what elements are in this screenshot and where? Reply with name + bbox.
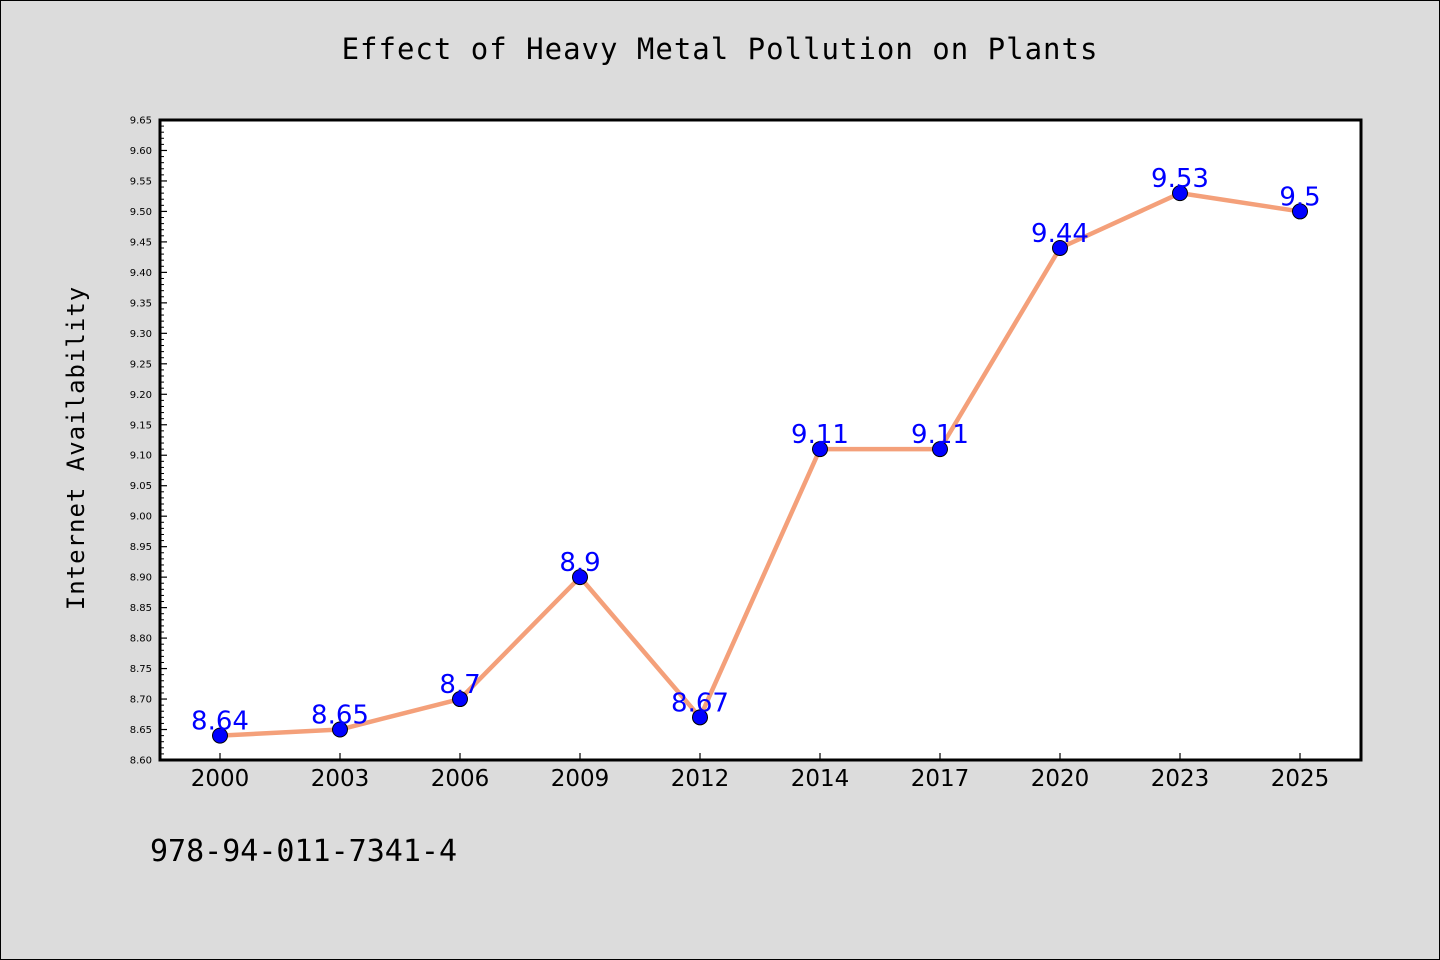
x-tick-label: 2014 [791, 766, 850, 792]
data-point [812, 441, 828, 458]
y-tick-label: 9.00 [130, 512, 152, 523]
y-tick-label: 9.20 [130, 390, 152, 401]
data-point [692, 709, 708, 726]
data-label: 9.5 [1279, 182, 1320, 212]
plot-area [158, 118, 1363, 762]
y-tick-label: 8.95 [130, 542, 152, 553]
y-tick-label: 8.75 [130, 664, 152, 675]
y-tick-label: 9.45 [130, 237, 152, 248]
x-tick-label: 2023 [1151, 766, 1210, 792]
data-label: 8.67 [671, 688, 729, 718]
y-tick-label: 8.80 [130, 634, 152, 645]
y-tick-label: 9.40 [130, 268, 152, 279]
data-label: 9.11 [791, 420, 849, 450]
series-line [217, 190, 1303, 738]
x-tick-label: 2000 [191, 766, 250, 792]
y-tick-label: 9.05 [130, 481, 152, 492]
data-label: 8.65 [311, 701, 369, 731]
x-tick-label: 2012 [671, 766, 730, 792]
chart-title: Effect of Heavy Metal Pollution on Plant… [341, 32, 1099, 66]
data-label: 8.9 [559, 548, 600, 578]
data-point [452, 691, 468, 708]
x-tick-label: 2006 [431, 766, 490, 792]
y-tick-label: 8.85 [130, 603, 152, 614]
series-layer: 8.64 8.65 8.7 8.9 8.67 9.11 9.11 9.44 9.53 9.5 [191, 164, 1321, 744]
y-tick-label: 9.65 [130, 116, 152, 127]
y-tick-label: 9.10 [130, 451, 152, 462]
x-tick-label: 2020 [1031, 766, 1090, 792]
footnote: 978-94-011-7341-4 [150, 834, 458, 869]
y-tick-label: 9.30 [130, 329, 152, 340]
data-point [1172, 185, 1188, 202]
y-tick-label: 9.35 [130, 298, 152, 309]
data-point [212, 727, 228, 744]
data-label: 8.7 [439, 670, 480, 700]
data-label: 8.64 [191, 707, 249, 737]
y-tick-label: 9.15 [130, 420, 152, 431]
data-point [1292, 203, 1308, 220]
x-axis: 2000 2003 2006 2009 2012 2014 2017 2020 2023 2025 [191, 753, 1330, 792]
y-tick-label: 8.70 [130, 695, 152, 706]
y-tick-label: 8.60 [130, 756, 152, 767]
y-tick-label: 8.65 [130, 725, 152, 736]
y-tick-label: 8.90 [130, 573, 152, 584]
y-tick-label: 9.25 [130, 359, 152, 370]
x-tick-label: 2017 [911, 766, 970, 792]
data-label: 9.44 [1031, 219, 1089, 249]
data-point [1052, 240, 1068, 256]
y-tick-label: 9.60 [130, 146, 152, 157]
y-tick-label: 9.50 [130, 207, 152, 218]
data-point [932, 441, 948, 458]
y-tick-label: 9.55 [130, 176, 152, 187]
x-tick-label: 2003 [311, 766, 370, 792]
x-tick-label: 2025 [1271, 766, 1330, 792]
x-tick-label: 2009 [551, 766, 610, 792]
data-label: 9.53 [1151, 164, 1209, 194]
data-label: 9.11 [911, 420, 969, 450]
y-axis: 8.60 8.65 8.70 8.75 8.80 8.85 8.90 8.95 9.00 9.05… [130, 116, 167, 767]
data-point [572, 569, 588, 586]
data-point [332, 721, 348, 738]
